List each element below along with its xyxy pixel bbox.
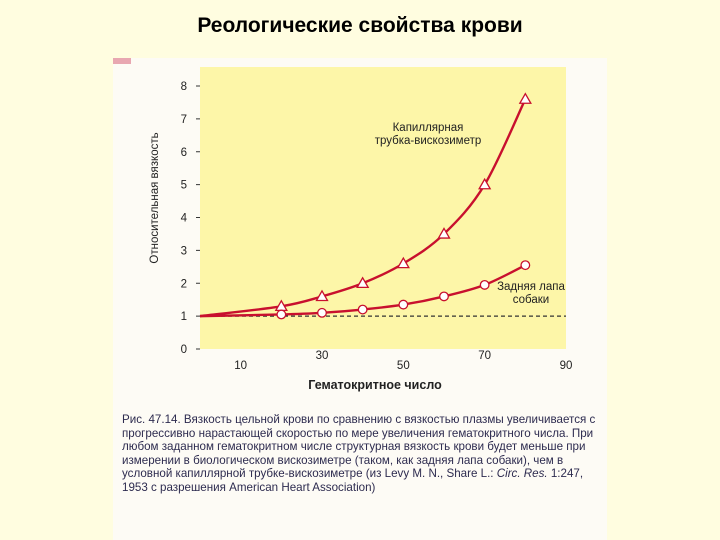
circle-point: [520, 260, 531, 271]
y-tick-label: 6: [181, 147, 187, 159]
triangle-point: [396, 256, 410, 269]
x-tick-label: 30: [316, 350, 329, 362]
triangle-point: [518, 92, 532, 104]
circle-point: [317, 307, 327, 318]
y-tick-label: 1: [181, 311, 187, 323]
viscosity-chart: 0 1 2 3 4 5 6 7 8 10 30 50 70 90 Капиллярная трубка-в…: [149, 67, 572, 392]
circle-point: [398, 299, 409, 310]
y-axis-label: Относительная вязкость: [149, 132, 161, 263]
y-tick-label: 8: [181, 81, 187, 93]
plot-area: [200, 67, 566, 349]
circle-point: [479, 279, 490, 290]
y-tick-label: 0: [181, 344, 187, 356]
circle-point: [276, 309, 287, 320]
circle-point: [439, 291, 449, 302]
circle-point: [357, 304, 368, 315]
y-axis-ticks: 0 1 2 3 4 5 6 7 8: [181, 81, 200, 356]
series-label-paw: Задняя лапа собаки: [497, 281, 565, 306]
accent-bar: [113, 58, 131, 64]
x-axis-ticks: 10 30 50 70 90: [234, 350, 572, 372]
triangle-point: [315, 289, 329, 302]
figure-caption: Рис. 47.14. Вязкость цельной крови по ср…: [122, 413, 597, 495]
y-tick-label: 3: [181, 245, 187, 257]
x-tick-label: 10: [234, 360, 247, 372]
labels-layer: Капиллярная трубка-вискозиметр Задняя лапа…: [375, 122, 566, 306]
x-tick-label: 50: [397, 360, 410, 372]
y-tick-label: 7: [181, 114, 187, 126]
x-tick-label: 90: [560, 360, 573, 372]
y-tick-label: 5: [181, 180, 187, 192]
triangle-point: [478, 177, 492, 190]
triangle-point: [437, 227, 451, 239]
slide-title: Реологические свойства крови: [197, 14, 523, 37]
x-tick-label: 70: [478, 350, 491, 362]
caption-text: Рис. 47.14. Вязкость цельной крови по ср…: [122, 413, 596, 481]
caption-text-end: 1:247, 1953 с разрешения American Heart …: [122, 467, 584, 494]
series-label-capillary: Капиллярная трубка-вискозиметр: [375, 122, 482, 147]
series-layer: [199, 92, 532, 320]
triangle-point: [356, 276, 370, 289]
x-axis-label: Гематокритное число: [308, 378, 442, 392]
caption-journal: Circ. Res.: [496, 467, 548, 481]
y-tick-label: 2: [181, 278, 187, 290]
y-tick-label: 4: [181, 213, 188, 225]
